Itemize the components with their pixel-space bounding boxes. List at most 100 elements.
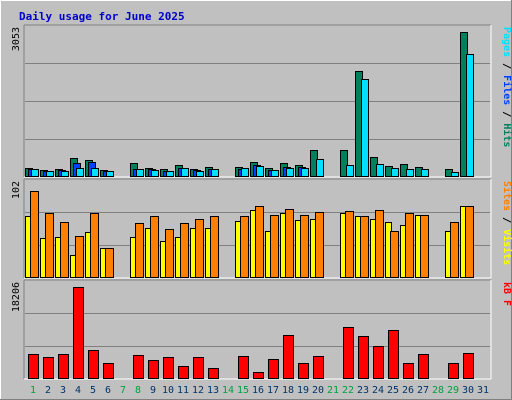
legend-entry: Visits <box>501 229 512 265</box>
bar-pages-day-25 <box>391 168 399 177</box>
bar-kb-f-day-13 <box>208 368 219 379</box>
day-label-15: 15 <box>237 385 249 396</box>
legend-hits-files-pages: Pages / Files / Hits <box>501 27 512 147</box>
panel-hits-files-pages: 3053 Pages / Files / Hits <box>11 24 512 178</box>
chart-title: Daily usage for June 2025 <box>19 10 185 23</box>
day-label-16: 16 <box>252 385 264 396</box>
bar-pages-day-15 <box>241 168 249 177</box>
bars-visits-sites <box>25 191 474 278</box>
bar-kb-f-day-25 <box>388 330 399 379</box>
bar-kb-f-day-15 <box>238 356 249 379</box>
y-max-label: 3053 <box>11 27 22 51</box>
bar-sites-day-15 <box>240 216 249 278</box>
bar-sites-day-22 <box>345 211 354 278</box>
bar-kb-f-day-12 <box>193 357 204 379</box>
bar-kb-f-day-22 <box>343 327 354 379</box>
bar-sites-day-29 <box>450 222 459 278</box>
bar-sites-day-19 <box>300 215 309 278</box>
day-label-19: 19 <box>297 385 309 396</box>
bar-kb-f-day-4 <box>73 287 84 379</box>
bar-sites-day-30 <box>465 206 474 278</box>
bar-sites-day-17 <box>270 215 279 278</box>
bar-pages-day-23 <box>361 79 369 177</box>
legend-entry: / <box>501 211 512 229</box>
day-label-17: 17 <box>267 385 279 396</box>
bar-pages-day-27 <box>421 169 429 177</box>
day-label-2: 2 <box>45 385 51 396</box>
day-label-25: 25 <box>387 385 399 396</box>
bar-kb-f-day-10 <box>163 357 174 379</box>
bar-kb-f-day-6 <box>103 363 114 379</box>
bars-kbytes <box>28 287 474 379</box>
bar-pages-day-11 <box>181 168 189 177</box>
day-label-9: 9 <box>150 385 156 396</box>
day-label-24: 24 <box>372 385 384 396</box>
bar-pages-day-1 <box>31 169 39 177</box>
legend-visits-sites: Sites / Visits <box>501 181 512 265</box>
bar-kb-f-day-3 <box>58 354 69 379</box>
bar-sites-day-3 <box>60 222 69 278</box>
bar-sites-day-6 <box>105 248 114 278</box>
bar-pages-day-22 <box>346 165 354 177</box>
day-label-7: 7 <box>120 385 126 396</box>
bar-pages-day-19 <box>301 168 309 177</box>
bar-sites-day-11 <box>180 223 189 278</box>
bar-pages-day-16 <box>256 166 264 177</box>
bar-pages-day-12 <box>196 171 204 177</box>
bar-pages-day-24 <box>376 164 384 177</box>
bar-pages-day-3 <box>61 171 69 177</box>
day-label-6: 6 <box>105 385 111 396</box>
bar-kb-f-day-8 <box>133 355 144 379</box>
day-label-18: 18 <box>282 385 294 396</box>
day-label-12: 12 <box>192 385 204 396</box>
bar-sites-day-24 <box>375 210 384 278</box>
bar-pages-day-5 <box>91 168 99 177</box>
bar-sites-day-13 <box>210 216 219 278</box>
bar-pages-day-29 <box>451 172 459 177</box>
bar-pages-day-6 <box>106 171 114 177</box>
bar-sites-day-18 <box>285 209 294 278</box>
bar-kb-f-day-29 <box>448 363 459 379</box>
legend-entry: Pages <box>501 27 512 57</box>
day-label-27: 27 <box>417 385 429 396</box>
y-max-label: 102 <box>11 181 22 199</box>
day-label-21: 21 <box>327 385 339 396</box>
day-label-20: 20 <box>312 385 324 396</box>
bar-kb-f-day-20 <box>313 356 324 379</box>
bar-sites-day-20 <box>315 212 324 278</box>
bar-pages-day-18 <box>286 168 294 177</box>
bar-pages-day-26 <box>406 169 414 177</box>
bar-kb-f-day-23 <box>358 336 369 379</box>
bar-sites-day-9 <box>150 216 159 278</box>
bar-kb-f-day-1 <box>28 354 39 379</box>
bar-kb-f-day-16 <box>253 372 264 379</box>
legend-entry: Hits <box>501 123 512 147</box>
day-label-28: 28 <box>432 385 444 396</box>
bar-kb-f-day-19 <box>298 363 309 379</box>
day-label-1: 1 <box>30 385 36 396</box>
day-label-5: 5 <box>90 385 96 396</box>
bar-sites-day-25 <box>390 231 399 278</box>
bar-sites-day-1 <box>30 191 39 278</box>
bar-pages-day-30 <box>466 54 474 177</box>
bar-pages-day-13 <box>211 169 219 177</box>
bar-hits-day-22 <box>340 150 348 177</box>
day-label-11: 11 <box>177 385 189 396</box>
day-label-23: 23 <box>357 385 369 396</box>
x-axis-day-labels: 1 2 3 4 5 6 7 8 9 10 11 12 13 14 15 16 17 18 19 20 21 22 23 24 2… <box>30 385 489 396</box>
day-label-31: 31 <box>477 385 489 396</box>
day-label-26: 26 <box>402 385 414 396</box>
bar-pages-day-8 <box>136 169 144 177</box>
bar-sites-day-26 <box>405 213 414 278</box>
day-label-13: 13 <box>207 385 219 396</box>
bar-kb-f-day-27 <box>418 354 429 379</box>
bar-pages-day-20 <box>316 159 324 177</box>
bar-sites-day-10 <box>165 229 174 278</box>
day-label-10: 10 <box>162 385 174 396</box>
bar-pages-day-4 <box>76 168 84 177</box>
bar-sites-day-12 <box>195 219 204 278</box>
legend-entry: / <box>501 105 512 123</box>
day-label-22: 22 <box>342 385 354 396</box>
